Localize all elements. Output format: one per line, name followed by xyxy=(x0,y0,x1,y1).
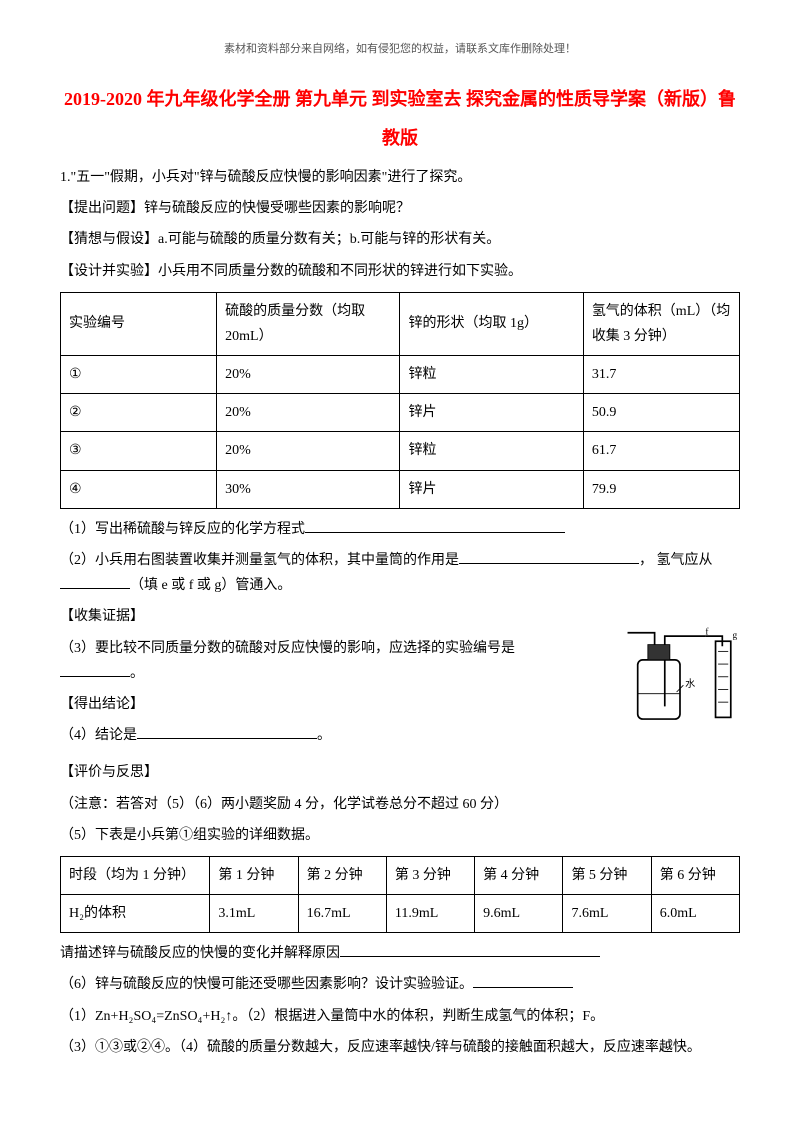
fill-blank[interactable] xyxy=(459,550,639,564)
table-header-cell: 第 1 分钟 xyxy=(210,856,298,894)
note-text: （注意：若答对（5）（6）两小题奖励 4 分，化学试卷总分不超过 60 分） xyxy=(60,792,740,817)
table-row: ③ 20% 锌粒 61.7 xyxy=(61,432,740,470)
question-6-text: （6）锌与硫酸反应的快慢可能还受哪些因素影响？设计实验验证。 xyxy=(60,977,473,992)
table-cell: H₂的体积 xyxy=(61,895,210,933)
fill-blank[interactable] xyxy=(137,725,317,739)
table-cell: ① xyxy=(61,356,217,394)
question-1: （1）写出稀硫酸与锌反应的化学方程式 xyxy=(60,517,740,542)
section-reflect: 【评价与反思】 xyxy=(60,760,740,785)
header-note: 素材和资料部分来自网络，如有侵犯您的权益，请联系文库作删除处理！ xyxy=(60,40,740,60)
apparatus-icon: f g 水 xyxy=(620,626,740,736)
question-2c-text: （填 e 或 f 或 g）管通入。 xyxy=(130,578,291,593)
design-experiment: 【设计并实验】小兵用不同质量分数的硫酸和不同形状的锌进行如下实验。 xyxy=(60,259,740,284)
question-1-text: （1）写出稀硫酸与锌反应的化学方程式 xyxy=(60,522,305,537)
table-header-cell: 实验编号 xyxy=(61,292,217,355)
table-cell: 16.7mL xyxy=(298,895,386,933)
period: 。 xyxy=(130,666,144,681)
table-header-cell: 第 2 分钟 xyxy=(298,856,386,894)
table-header-cell: 硫酸的质量分数（均取 20mL） xyxy=(217,292,400,355)
experiment-table-1: 实验编号 硫酸的质量分数（均取 20mL） 锌的形状（均取 1g） 氢气的体积（… xyxy=(60,292,740,509)
table-cell: 锌片 xyxy=(400,394,583,432)
table-cell: 50.9 xyxy=(583,394,739,432)
question-2a-text: （2）小兵用右图装置收集并测量氢气的体积，其中量筒的作用是 xyxy=(60,553,459,568)
table-row: ④ 30% 锌片 79.9 xyxy=(61,470,740,508)
table-cell: 20% xyxy=(217,356,400,394)
fill-blank[interactable] xyxy=(473,974,573,988)
question-5: （5）下表是小兵第①组实验的详细数据。 xyxy=(60,823,740,848)
answer-1: （1）Zn+H₂SO₄=ZnSO₄+H₂↑。（2）根据进入量筒中水的体积，判断生… xyxy=(60,1004,740,1029)
fill-blank[interactable] xyxy=(60,663,130,677)
table-row: 实验编号 硫酸的质量分数（均取 20mL） 锌的形状（均取 1g） 氢气的体积（… xyxy=(61,292,740,355)
experiment-table-2: 时段（均为 1 分钟） 第 1 分钟 第 2 分钟 第 3 分钟 第 4 分钟 … xyxy=(60,856,740,933)
intro-text: 1."五一"假期，小兵对"锌与硫酸反应快慢的影响因素"进行了探究。 xyxy=(60,165,740,190)
question-6: （6）锌与硫酸反应的快慢可能还受哪些因素影响？设计实验验证。 xyxy=(60,972,740,997)
fill-blank[interactable] xyxy=(60,575,130,589)
table-cell: 3.1mL xyxy=(210,895,298,933)
table-header-cell: 第 6 分钟 xyxy=(651,856,739,894)
hypothesis: 【猜想与假设】a.可能与硫酸的质量分数有关；b.可能与锌的形状有关。 xyxy=(60,227,740,252)
table-header-cell: 第 5 分钟 xyxy=(563,856,651,894)
table-cell: 61.7 xyxy=(583,432,739,470)
question-3-text: （3）要比较不同质量分数的硫酸对反应快慢的影响，应选择的实验编号是 xyxy=(60,641,515,656)
table-header-cell: 第 3 分钟 xyxy=(386,856,474,894)
table-cell: 30% xyxy=(217,470,400,508)
question-raise: 【提出问题】锌与硫酸反应的快慢受哪些因素的影响呢？ xyxy=(60,196,740,221)
table-cell: ③ xyxy=(61,432,217,470)
table-header-cell: 锌的形状（均取 1g） xyxy=(400,292,583,355)
fill-blank[interactable] xyxy=(340,943,600,957)
table-cell: ② xyxy=(61,394,217,432)
table-cell: 9.6mL xyxy=(475,895,563,933)
table-row: 时段（均为 1 分钟） 第 1 分钟 第 2 分钟 第 3 分钟 第 4 分钟 … xyxy=(61,856,740,894)
document-title: 2019-2020 年九年级化学全册 第九单元 到实验室去 探究金属的性质导学案… xyxy=(60,80,740,159)
describe-text: 请描述锌与硫酸反应的快慢的变化并解释原因 xyxy=(60,946,340,961)
table-cell: 31.7 xyxy=(583,356,739,394)
table-cell: 20% xyxy=(217,432,400,470)
question-2: （2）小兵用右图装置收集并测量氢气的体积，其中量筒的作用是 ， 氢气应从 （填 e… xyxy=(60,548,740,598)
apparatus-diagram: f g 水 xyxy=(620,626,740,745)
table-header-cell: 第 4 分钟 xyxy=(475,856,563,894)
table-cell: 7.6mL xyxy=(563,895,651,933)
svg-text:g: g xyxy=(732,630,737,640)
table-row: ① 20% 锌粒 31.7 xyxy=(61,356,740,394)
table-cell: 锌粒 xyxy=(400,432,583,470)
question-2b-text: ， 氢气应从 xyxy=(639,553,713,568)
answer-2: （3）①③或②④。（4）硫酸的质量分数越大，反应速率越快/锌与硫酸的接触面积越大… xyxy=(60,1035,740,1060)
table-cell: 锌片 xyxy=(400,470,583,508)
period: 。 xyxy=(317,728,331,743)
table-cell: 11.9mL xyxy=(386,895,474,933)
table-cell: 锌粒 xyxy=(400,356,583,394)
describe-prompt: 请描述锌与硫酸反应的快慢的变化并解释原因 xyxy=(60,941,740,966)
table-header-cell: 氢气的体积（mL）（均收集 3 分钟） xyxy=(583,292,739,355)
table-cell: 20% xyxy=(217,394,400,432)
table-row: H₂的体积 3.1mL 16.7mL 11.9mL 9.6mL 7.6mL 6.… xyxy=(61,895,740,933)
table-cell: 79.9 xyxy=(583,470,739,508)
table-header-cell: 时段（均为 1 分钟） xyxy=(61,856,210,894)
table-cell: 6.0mL xyxy=(651,895,739,933)
svg-text:水: 水 xyxy=(685,678,695,690)
question-4-text: （4）结论是 xyxy=(60,728,137,743)
table-row: ② 20% 锌片 50.9 xyxy=(61,394,740,432)
table-cell: ④ xyxy=(61,470,217,508)
fill-blank[interactable] xyxy=(305,519,565,533)
